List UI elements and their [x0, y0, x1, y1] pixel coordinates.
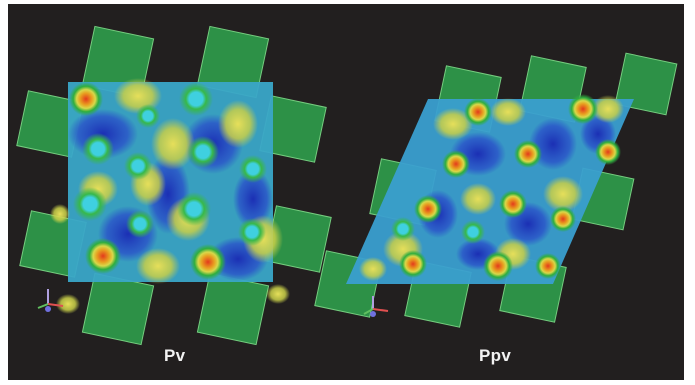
pv-label: Pv [164, 346, 186, 365]
structure-render [16, 25, 678, 346]
figure-frame: Pv Ppv [8, 4, 684, 380]
axis-triad-icon [363, 296, 389, 317]
pv-structure [16, 25, 332, 346]
axis-triad-icon [37, 289, 64, 312]
ppv-structure [314, 52, 678, 328]
ppv-label: Ppv [479, 346, 512, 365]
